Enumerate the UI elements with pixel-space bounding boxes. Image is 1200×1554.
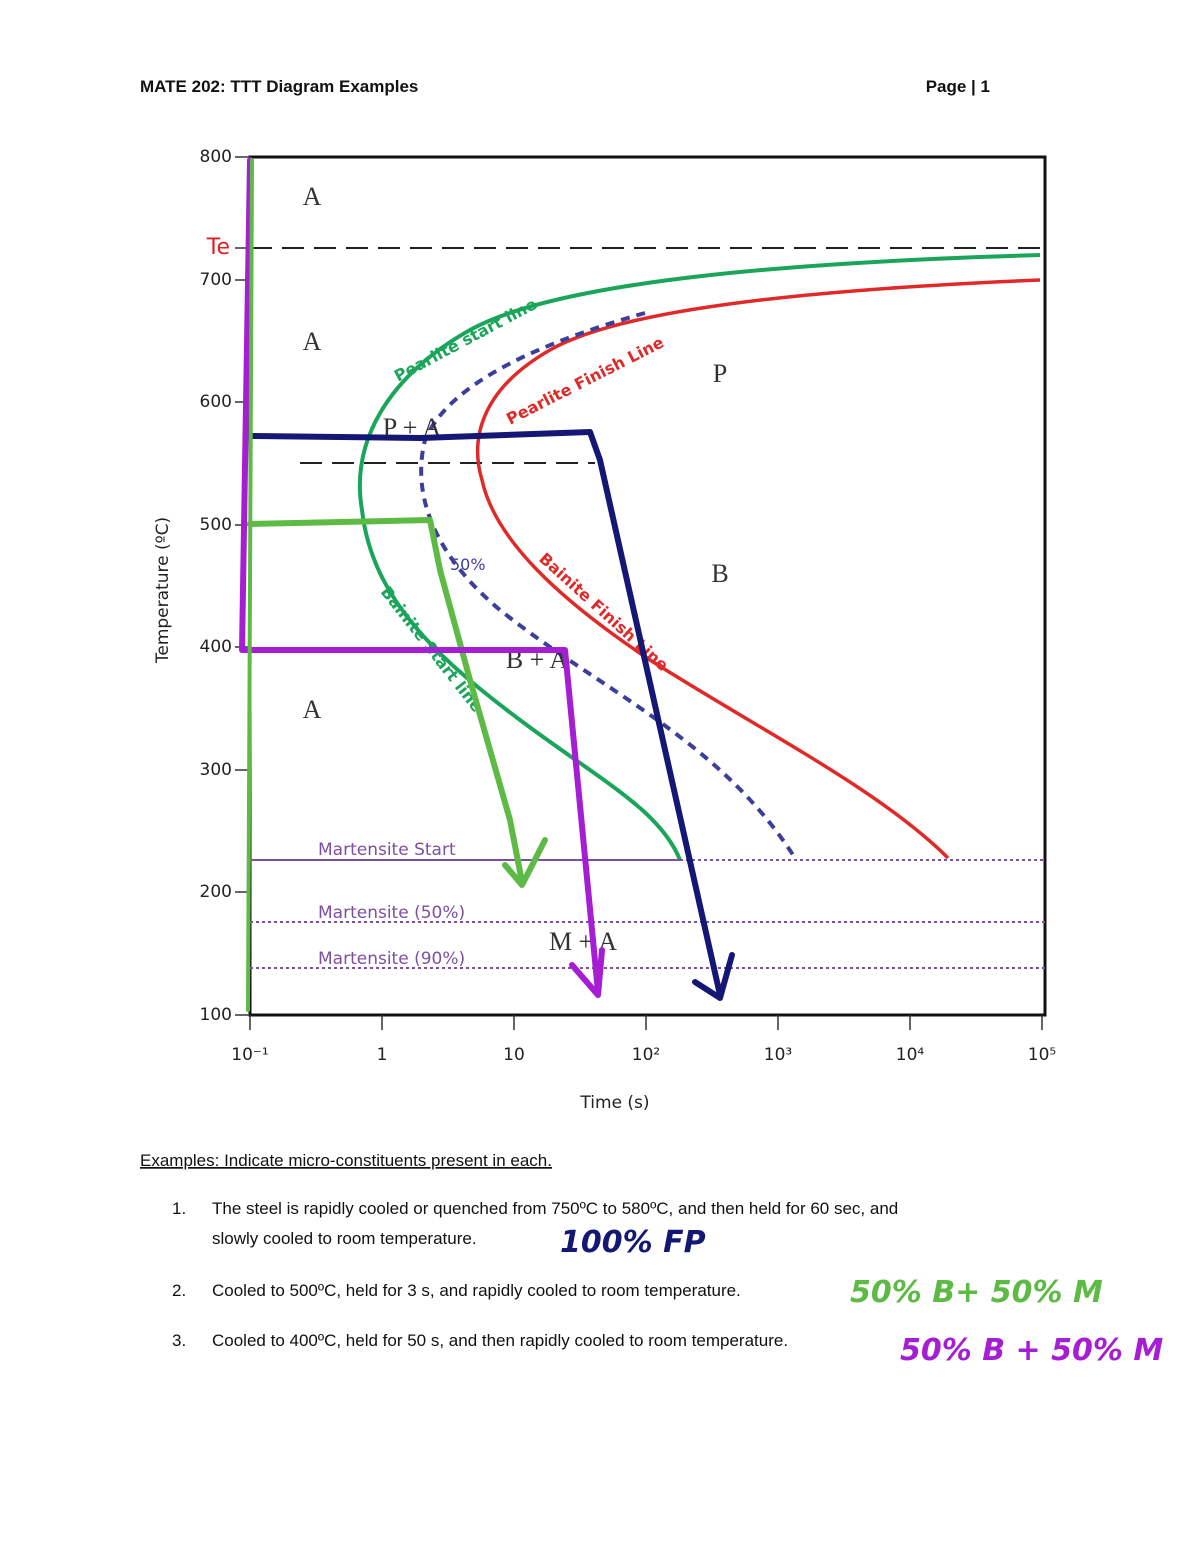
- item-number: 1.: [172, 1199, 186, 1218]
- y-tick-label: 300: [200, 760, 232, 780]
- y-axis-label: Temperature (ºC): [153, 517, 173, 664]
- y-tick-label: 800: [200, 147, 232, 167]
- region-label: M + A: [549, 927, 617, 956]
- answer: 50% B + 50% M: [900, 1333, 1163, 1368]
- x-tick-label: 1: [377, 1045, 388, 1065]
- martensite-label: Martensite (90%): [318, 949, 465, 969]
- item-text: The steel is rapidly cooled or quenched …: [212, 1199, 898, 1218]
- y-tick-label: 500: [200, 515, 232, 535]
- x-tick-label: 10⁴: [896, 1045, 925, 1065]
- region-label: P: [713, 359, 727, 388]
- green-cooling-path: [247, 517, 548, 888]
- answer: 50% B+ 50% M: [850, 1275, 1103, 1310]
- item-text: Cooled to 500ºC, held for 3 s, and rapid…: [212, 1281, 741, 1300]
- region-label: A: [303, 695, 322, 724]
- header-title: MATE 202: TTT Diagram Examples: [140, 77, 418, 96]
- region-label: B: [711, 559, 728, 588]
- martensite-label: Martensite Start: [318, 840, 456, 860]
- curve-label: 50%: [450, 555, 486, 574]
- y-tick-label: 100: [200, 1005, 232, 1025]
- navy-cooling-path: [247, 429, 735, 1001]
- region-label: A: [303, 182, 322, 211]
- x-tick-label: 10³: [764, 1045, 792, 1065]
- item-number: 3.: [172, 1331, 186, 1350]
- green-vertical: [246, 158, 254, 1012]
- y-tick-label: 200: [200, 882, 232, 902]
- x-tick-label: 10²: [632, 1045, 660, 1065]
- te-label: Te: [206, 235, 230, 260]
- answer: 100% FP: [560, 1225, 706, 1260]
- item-text: slowly cooled to room temperature.: [212, 1229, 477, 1248]
- x-axis-label: Time (s): [579, 1093, 649, 1113]
- y-tick-label: 400: [200, 637, 232, 657]
- x-tick-label: 10⁻¹: [231, 1045, 268, 1065]
- examples-heading: Examples: Indicate micro-constituents pr…: [140, 1151, 552, 1170]
- region-label: A: [303, 327, 322, 356]
- purple-cooling-path: [239, 157, 605, 998]
- pearlite-start-curve: [357, 253, 1041, 861]
- pearlite-finish-curve: [475, 278, 1041, 860]
- martensite-label: Martensite (50%): [318, 903, 465, 923]
- x-tick-label: 10⁵: [1028, 1045, 1056, 1065]
- fifty-percent-curve: [419, 311, 797, 860]
- item-number: 2.: [172, 1281, 186, 1300]
- x-tick-label: 10: [503, 1045, 525, 1065]
- page-number: Page | 1: [926, 77, 990, 96]
- y-tick-label: 700: [200, 270, 232, 290]
- y-tick-label: 600: [200, 392, 232, 412]
- item-text: Cooled to 400ºC, held for 50 s, and then…: [212, 1331, 788, 1350]
